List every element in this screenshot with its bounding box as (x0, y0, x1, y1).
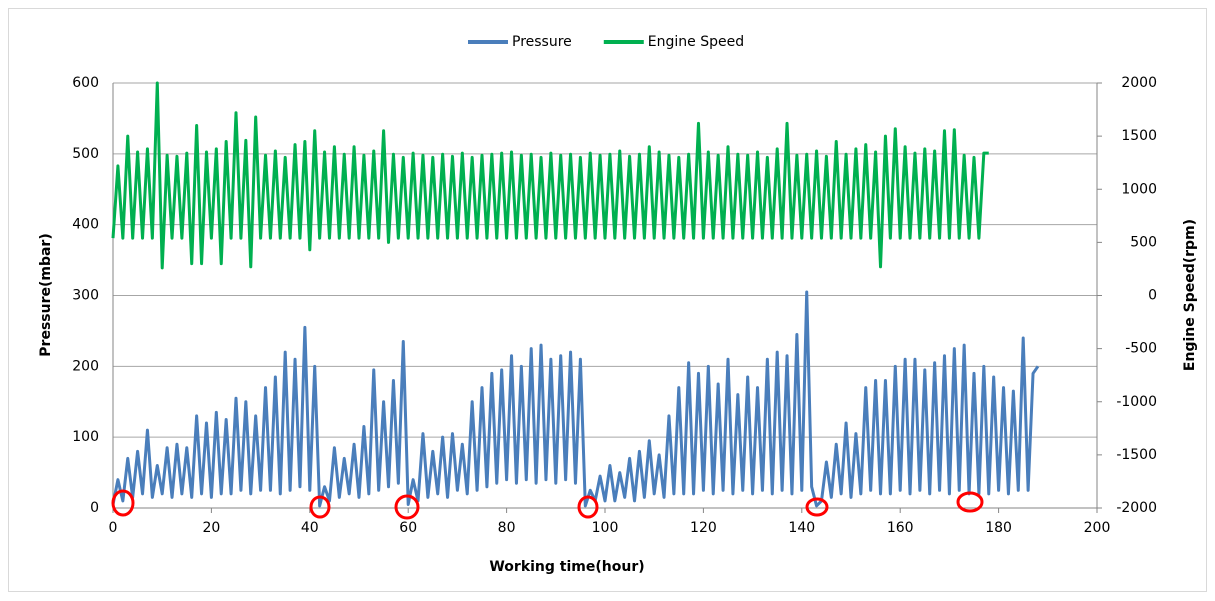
y-tick-label: 200 (72, 358, 99, 374)
y2-tick-label: -1500 (1116, 447, 1157, 463)
y2-tick-label: 0 (1148, 288, 1157, 304)
x-tick-label: 60 (399, 520, 417, 536)
highlight-circle (111, 489, 135, 517)
data-line (111, 290, 1040, 508)
legend-label: Pressure (512, 34, 572, 50)
y-tick-label: 0 (90, 500, 99, 516)
x-tick-label: 200 (1084, 520, 1111, 536)
y2-tick-label: 500 (1130, 234, 1157, 250)
plot-area: 0100200300400500600-2000-1500-1000-50005… (72, 75, 1157, 536)
x-tick-label: 80 (498, 520, 516, 536)
highlight-circle (577, 495, 599, 519)
x-tick-label: 120 (690, 520, 717, 536)
highlight-circle (956, 491, 984, 513)
y2-tick-label: 1000 (1121, 181, 1157, 197)
x-tick-label: 100 (592, 520, 619, 536)
y-axis-label: Pressure(mbar) (38, 233, 54, 356)
chart-frame (8, 8, 1207, 592)
highlight-circle (805, 497, 829, 517)
x-axis-label: Working time(hour) (489, 559, 644, 575)
y-tick-label: 300 (72, 288, 99, 304)
y2-tick-label: -1000 (1116, 394, 1157, 410)
data-line (111, 81, 989, 270)
x-tick-label: 180 (985, 520, 1012, 536)
y-tick-label: 400 (72, 217, 99, 233)
y2-tick-label: -500 (1125, 341, 1157, 357)
x-tick-label: 20 (202, 520, 220, 536)
y2-tick-label: -2000 (1116, 500, 1157, 516)
y2-tick-label: 1500 (1121, 128, 1157, 144)
x-tick-label: 160 (887, 520, 914, 536)
x-tick-label: 40 (301, 520, 319, 536)
y-tick-label: 500 (72, 146, 99, 162)
y2-tick-label: 2000 (1121, 75, 1157, 91)
y2-axis-label: Engine Speed(rpm) (1182, 219, 1198, 371)
y-tick-label: 600 (72, 75, 99, 91)
y-tick-label: 100 (72, 429, 99, 445)
highlight-circle (394, 494, 420, 520)
highlights (111, 489, 984, 520)
x-tick-label: 140 (788, 520, 815, 536)
highlight-circle (309, 495, 331, 519)
legend-label: Engine Speed (648, 34, 744, 50)
x-tick-label: 0 (109, 520, 118, 536)
